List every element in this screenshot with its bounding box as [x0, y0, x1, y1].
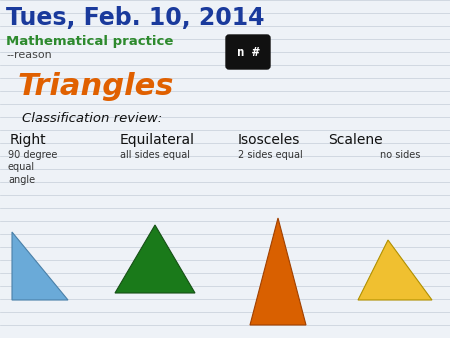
- Text: Triangles: Triangles: [18, 72, 175, 101]
- Text: all sides equal: all sides equal: [120, 150, 190, 160]
- Text: Right: Right: [10, 133, 47, 147]
- Polygon shape: [115, 225, 195, 293]
- Text: Isosceles: Isosceles: [238, 133, 301, 147]
- Text: Classification review:: Classification review:: [22, 112, 162, 125]
- Polygon shape: [12, 232, 68, 300]
- Text: no sides: no sides: [380, 150, 420, 160]
- Polygon shape: [250, 218, 306, 325]
- Text: Mathematical practice: Mathematical practice: [6, 35, 173, 48]
- Text: Equilateral: Equilateral: [120, 133, 195, 147]
- Text: --reason: --reason: [6, 50, 52, 60]
- FancyBboxPatch shape: [226, 35, 270, 69]
- Text: 90 degree
equal
angle: 90 degree equal angle: [8, 150, 58, 185]
- Text: 2 sides equal: 2 sides equal: [238, 150, 303, 160]
- Text: Scalene: Scalene: [328, 133, 382, 147]
- Text: Tues, Feb. 10, 2014: Tues, Feb. 10, 2014: [6, 6, 265, 30]
- Polygon shape: [358, 240, 432, 300]
- Text: n #: n #: [237, 46, 259, 58]
